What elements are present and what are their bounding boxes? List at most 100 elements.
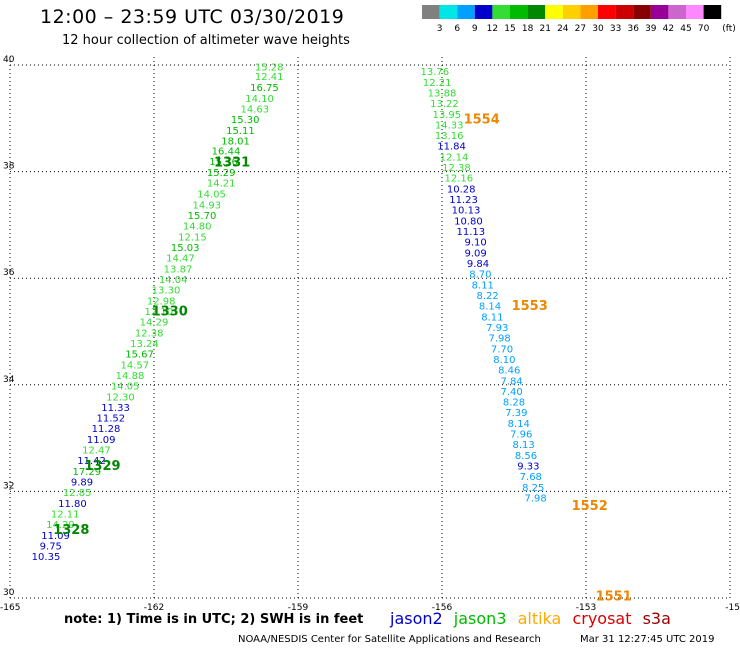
scale-label: 45: [680, 24, 691, 34]
wave-height-label: 10.35: [32, 552, 61, 563]
scale-label: 39: [645, 24, 657, 34]
wave-height-label: 15.28: [255, 62, 284, 73]
wave-height-label: 18.01: [221, 136, 250, 147]
scale-label: 9: [472, 24, 478, 34]
wave-height-label: 14.33: [435, 120, 464, 131]
pass-number-label: 1330: [152, 305, 188, 320]
map-subtitle: 12 hour collection of altimeter wave hei…: [62, 33, 350, 48]
wave-height-label: 15.03: [171, 243, 200, 254]
wave-height-label: 7.93: [486, 323, 508, 334]
wave-height-label: 14.93: [192, 200, 221, 211]
wave-height-label: 12.41: [255, 72, 284, 83]
scale-label: 30: [592, 24, 604, 34]
scale-swatch: [668, 5, 686, 19]
wave-height-label: 8.25: [522, 483, 544, 494]
wave-height-label: 15.70: [188, 211, 217, 222]
wave-height-label: 11.13: [456, 227, 485, 238]
x-tick-label: -156: [432, 603, 453, 613]
scale-swatch: [527, 5, 546, 19]
wave-height-label: 14.10: [245, 94, 274, 105]
pass-number-label: 1552: [572, 499, 608, 514]
wave-height-label: 14.29: [140, 318, 169, 329]
pass-labels: 1331 1330 1329 1328 1554 1553 1552 1551: [53, 113, 632, 605]
wave-height-label: 14.29: [46, 520, 75, 531]
wave-height-label: 11.33: [101, 403, 130, 414]
x-tick-label: -153: [576, 603, 596, 613]
pass-number-label: 1329: [84, 459, 120, 474]
wave-height-points: 15.2812.4116.7514.1014.6315.3015.1118.01…: [32, 62, 547, 563]
wave-height-label: 7.98: [524, 494, 546, 505]
legend-s3a: s3a: [642, 609, 671, 628]
scale-label: 27: [575, 24, 586, 34]
wave-height-label: 10.80: [454, 216, 483, 227]
wave-height-label: 7.40: [500, 387, 522, 398]
wave-height-label: 12.16: [444, 174, 473, 185]
wave-height-label: 17.29: [72, 467, 101, 478]
wave-height-label: 11.09: [41, 531, 70, 542]
wave-height-label: 12.47: [82, 446, 111, 457]
pass-number-label: 1553: [512, 299, 548, 314]
wave-height-label: 10.28: [447, 184, 476, 195]
wave-height-label: 8.10: [493, 355, 515, 366]
wave-height-label: 13.16: [435, 131, 464, 142]
scale-label: 36: [627, 24, 639, 34]
satellite-legend: jason2 jason3 altika cryosat s3a: [390, 609, 677, 628]
wave-height-label: 11.52: [96, 414, 125, 425]
wave-height-label: 8.22: [476, 291, 498, 302]
color-scale: 3 6 9 12 15 18 21 24 27 30 33 36 39 42 45 70 (ft): [422, 5, 736, 34]
scale-label: 42: [663, 24, 674, 34]
wave-height-label: 12.38: [442, 163, 471, 174]
scale-label: 33: [610, 24, 621, 34]
x-tick-label: -162: [144, 603, 164, 613]
wave-height-label: 12.98: [147, 296, 176, 307]
y-tick-label: 34: [3, 375, 15, 385]
legend-jason3: jason3: [453, 609, 507, 628]
map-title: 12:00 – 23:59 UTC 03/30/2019: [40, 6, 345, 28]
wave-height-label: 14.21: [207, 179, 236, 190]
scale-swatch: [545, 5, 563, 19]
wave-height-label: 15.11: [226, 126, 255, 137]
wave-height-label: 7.96: [510, 430, 532, 441]
wave-height-label: 12.85: [63, 488, 92, 499]
wave-height-label: 12.15: [178, 232, 207, 243]
wave-height-label: 14.57: [120, 360, 149, 371]
wave-height-label: 12.30: [106, 392, 135, 403]
x-tick-label: -165: [0, 603, 20, 613]
wave-height-label: 14.05: [111, 382, 140, 393]
x-tick-label: -15: [725, 603, 740, 613]
scale-label: 6: [454, 24, 460, 34]
wave-height-label: 13.95: [432, 110, 461, 121]
wave-height-label: 7.70: [491, 344, 513, 355]
scale-swatch: [562, 5, 581, 19]
wave-height-label: 15.30: [231, 115, 260, 126]
scale-swatch: [633, 5, 651, 19]
wave-height-label: 16.44: [212, 147, 241, 158]
wave-height-label: 9.33: [517, 462, 539, 473]
wave-height-label: 8.46: [498, 366, 520, 377]
legend-altika: altika: [517, 609, 562, 628]
wave-height-label: 14.80: [183, 222, 212, 233]
scale-swatch: [580, 5, 598, 19]
wave-height-label: 14.88: [116, 371, 145, 382]
y-tick-label: 38: [3, 162, 15, 172]
scale-label: 12: [487, 24, 498, 34]
legend-jason2: jason2: [390, 609, 443, 628]
wave-height-label: 13.24: [130, 339, 159, 350]
wave-height-label: 9.10: [464, 238, 486, 249]
wave-height-label: 7.98: [488, 334, 510, 345]
scale-label: 24: [557, 24, 569, 34]
wave-height-label: 9.09: [464, 248, 486, 259]
scale-swatch: [457, 5, 475, 19]
units-note: note: 1) Time is in UTC; 2) SWH is in fe…: [64, 612, 364, 627]
wave-height-label: 12.11: [51, 510, 80, 521]
scale-swatch: [422, 5, 440, 19]
y-tick-label: 36: [3, 268, 15, 278]
wave-height-label: 14.05: [197, 190, 226, 201]
wave-height-label: 13.30: [152, 286, 181, 297]
wave-height-label: 8.70: [469, 270, 491, 281]
wave-height-label: 13.76: [420, 67, 449, 78]
wave-height-label: 9.75: [40, 541, 62, 552]
wave-height-label: 10.13: [452, 206, 481, 217]
scale-label: 21: [539, 24, 550, 34]
scale-label: 70: [698, 24, 710, 34]
